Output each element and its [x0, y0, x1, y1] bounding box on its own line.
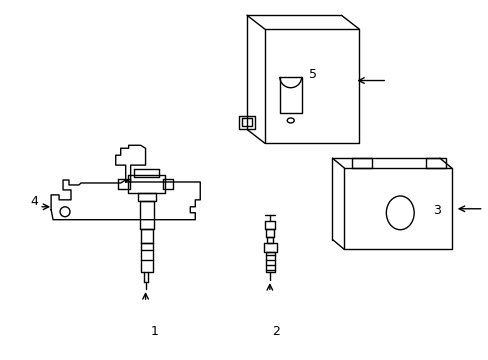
Text: 3: 3 [432, 204, 440, 217]
Text: 4: 4 [30, 195, 39, 208]
Text: 5: 5 [308, 68, 316, 81]
Text: 1: 1 [150, 325, 158, 338]
Text: 2: 2 [272, 325, 280, 338]
